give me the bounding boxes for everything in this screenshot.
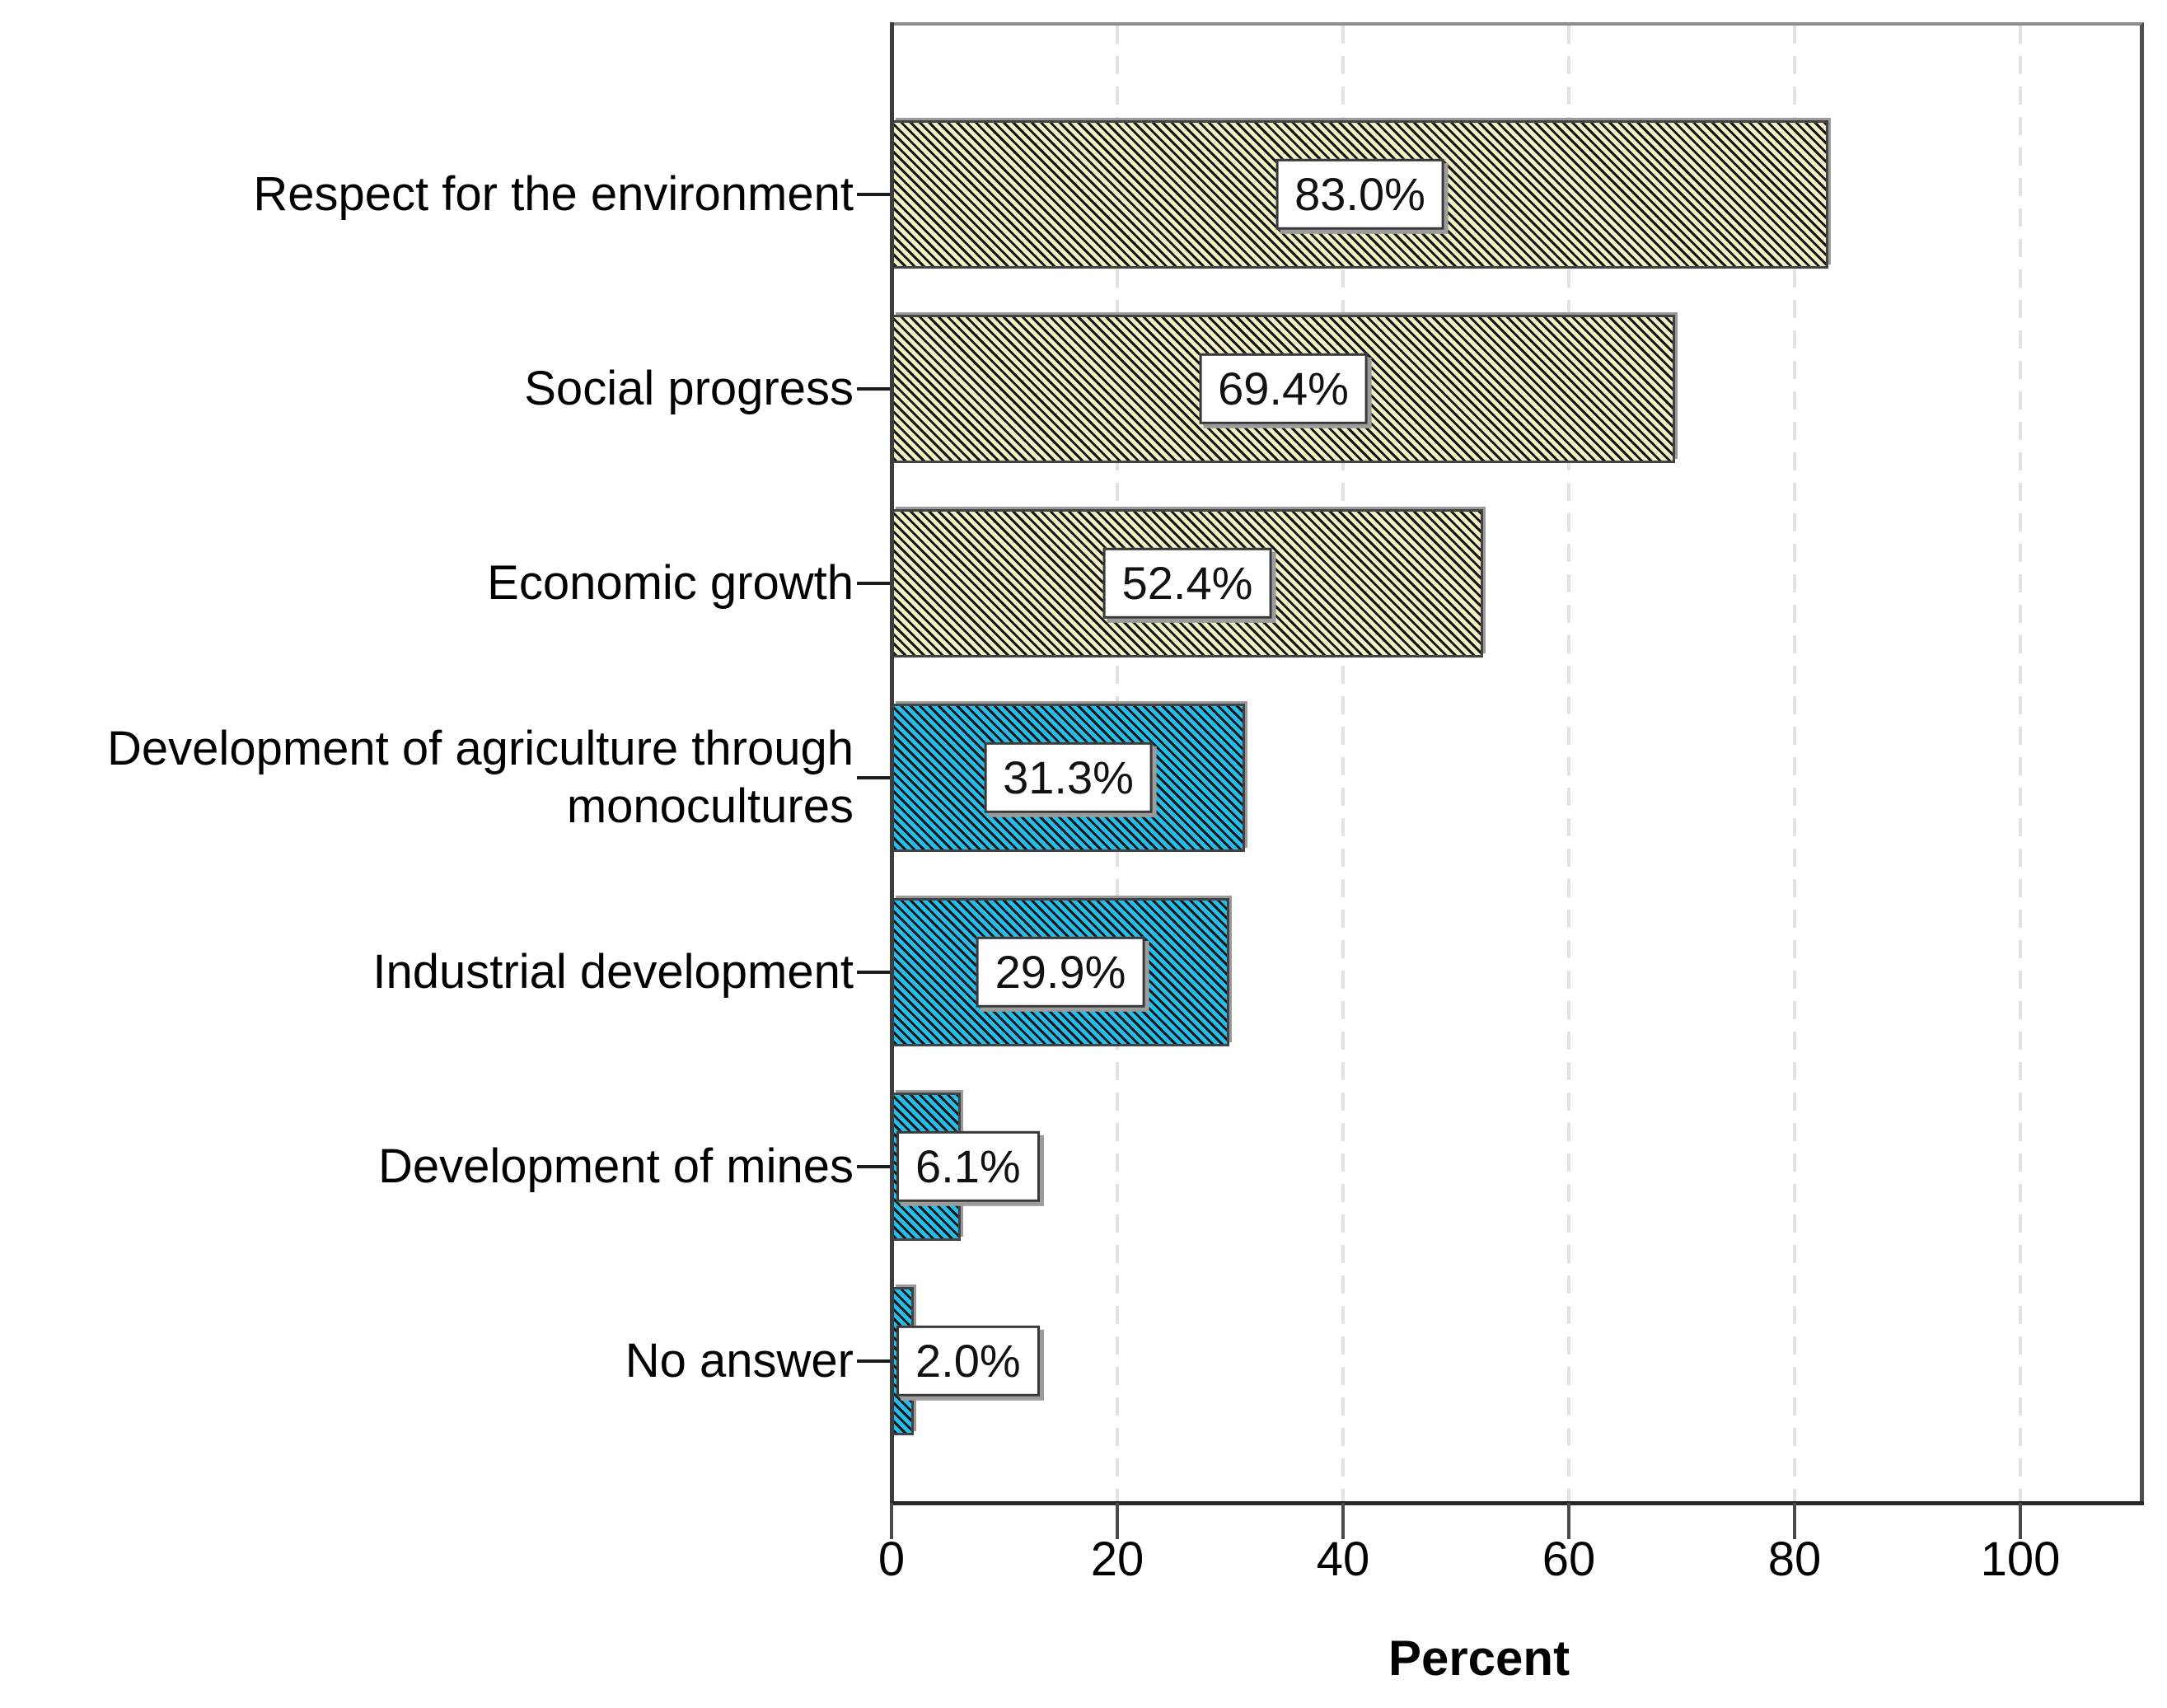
category-label: Industrial development [372, 945, 854, 999]
value-label: 2.0% [896, 1325, 1040, 1397]
category-tick [857, 387, 893, 391]
category-label: Social progress [524, 362, 854, 415]
x-axis-tick-label: 20 [1090, 1533, 1144, 1586]
value-label: 31.3% [984, 742, 1153, 814]
x-axis-tick-label: 100 [1980, 1533, 2061, 1586]
x-axis-tick [2019, 1503, 2022, 1539]
value-label: 83.0% [1275, 158, 1444, 231]
category-tick [857, 776, 893, 779]
category-label: Respect for the environment [253, 167, 854, 221]
x-axis-tick-label: 80 [1767, 1533, 1822, 1586]
x-axis-tick-label: 60 [1542, 1533, 1596, 1586]
x-axis-tick [890, 1503, 893, 1539]
category-tick [857, 193, 893, 196]
x-axis-tick [1341, 1503, 1345, 1539]
value-label: 6.1% [896, 1130, 1040, 1203]
gridline [1341, 26, 1345, 1501]
gridline [1793, 26, 1796, 1501]
category-label: Economic growth [487, 556, 854, 610]
gridline [1567, 26, 1570, 1501]
category-tick [857, 971, 893, 974]
value-label: 29.9% [976, 936, 1145, 1008]
x-axis-tick-label: 0 [878, 1533, 906, 1586]
x-axis-tick-label: 40 [1316, 1533, 1370, 1586]
category-tick [857, 1165, 893, 1168]
category-label: No answer [625, 1334, 854, 1387]
category-label: Development of mines [377, 1139, 854, 1193]
value-label: 52.4% [1102, 547, 1272, 620]
x-axis-tick [1567, 1503, 1570, 1539]
x-axis-title: Percent [1388, 1631, 1570, 1686]
value-label: 69.4% [1199, 353, 1368, 425]
y-axis [890, 22, 894, 1505]
category-label: Development of agriculture through monoc… [107, 722, 854, 833]
x-axis-tick [1793, 1503, 1796, 1539]
x-axis [890, 1501, 2144, 1505]
x-axis-tick [1116, 1503, 1119, 1539]
category-tick [857, 582, 893, 585]
category-tick [857, 1359, 893, 1363]
gridline [2019, 26, 2022, 1501]
